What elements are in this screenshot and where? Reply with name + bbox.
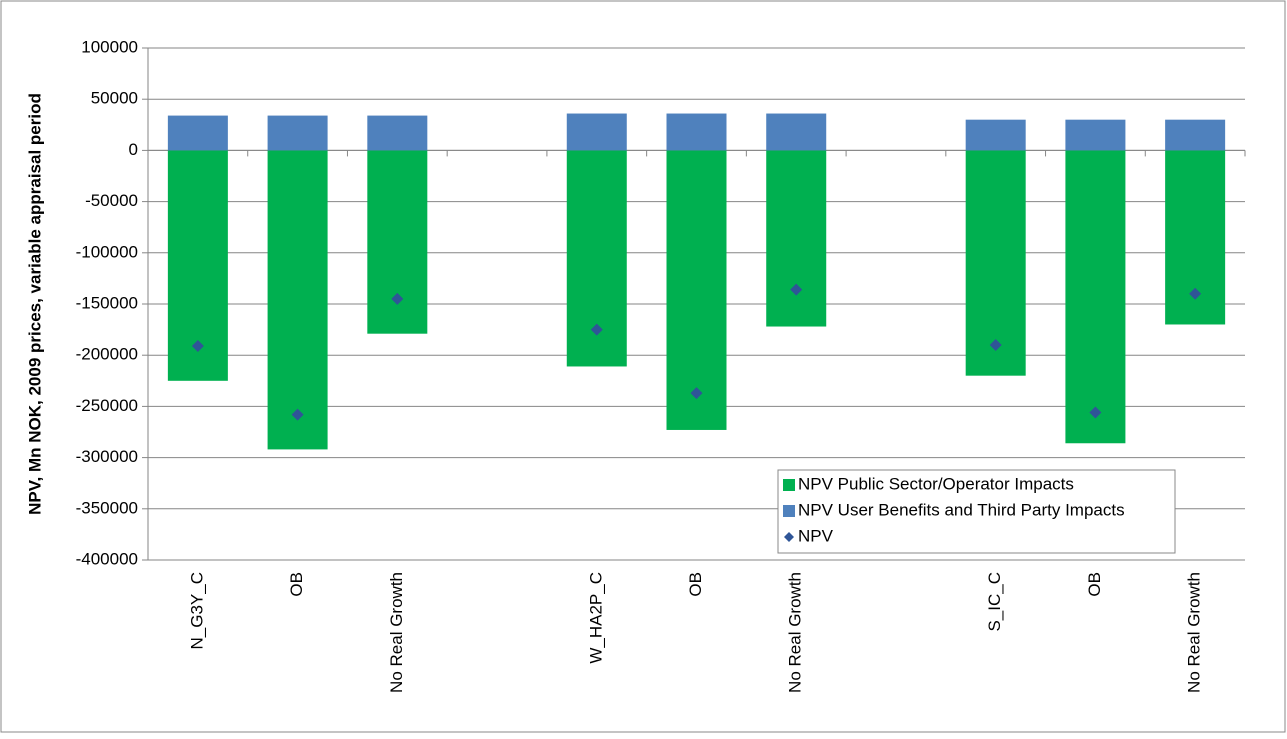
y-tick-label: -50000 [85,191,138,210]
npv-marker [690,387,703,400]
npv-marker [989,338,1002,351]
bar [965,119,1026,151]
legend-label: NPV User Benefits and Third Party Impact… [798,500,1125,519]
bar [666,113,727,151]
y-tick-label: -150000 [76,293,138,312]
bar [1065,119,1126,151]
x-tick-label: No Real Growth [1185,572,1204,693]
bar [666,150,727,430]
x-tick-label: W_HA2P_C [586,572,605,664]
npv-marker [1189,287,1202,300]
legend-swatch [784,532,794,542]
y-tick-label: -300000 [76,447,138,466]
legend-label: NPV Public Sector/Operator Impacts [798,474,1074,493]
y-tick-label: -250000 [76,396,138,415]
bar [367,150,428,334]
bar [566,113,627,151]
x-tick-label: OB [287,572,306,597]
x-tick-label: N_G3Y_C [187,572,206,649]
y-tick-label: 0 [129,140,138,159]
y-tick-label: 50000 [91,89,138,108]
x-tick-label: S_IC_C [985,572,1004,632]
npv-marker [1089,406,1102,419]
x-tick-label: No Real Growth [387,572,406,693]
npv-marker [291,408,304,421]
y-tick-label: -350000 [76,498,138,517]
npv-marker [790,283,803,296]
bar [167,115,228,151]
x-tick-label: OB [1085,572,1104,597]
npv-marker [191,339,204,352]
bar [267,150,328,450]
legend-swatch [783,505,795,517]
bar [766,113,827,151]
y-tick-label: 100000 [81,37,138,56]
bar [267,115,328,151]
bar [1165,119,1226,151]
legend-swatch [783,479,795,491]
npv-marker [391,292,404,305]
bar [965,150,1026,376]
npv-marker [590,323,603,336]
y-axis-label: NPV, Mn NOK, 2009 prices, variable appra… [25,93,44,515]
bar [1065,150,1126,444]
y-tick-label: -100000 [76,242,138,261]
legend-label: NPV [798,526,834,545]
x-tick-label: OB [686,572,705,597]
x-tick-label: No Real Growth [786,572,805,693]
bar [766,150,827,327]
y-tick-label: -400000 [76,549,138,568]
y-tick-label: -200000 [76,345,138,364]
legend-box [777,469,1176,554]
bar [367,115,428,151]
